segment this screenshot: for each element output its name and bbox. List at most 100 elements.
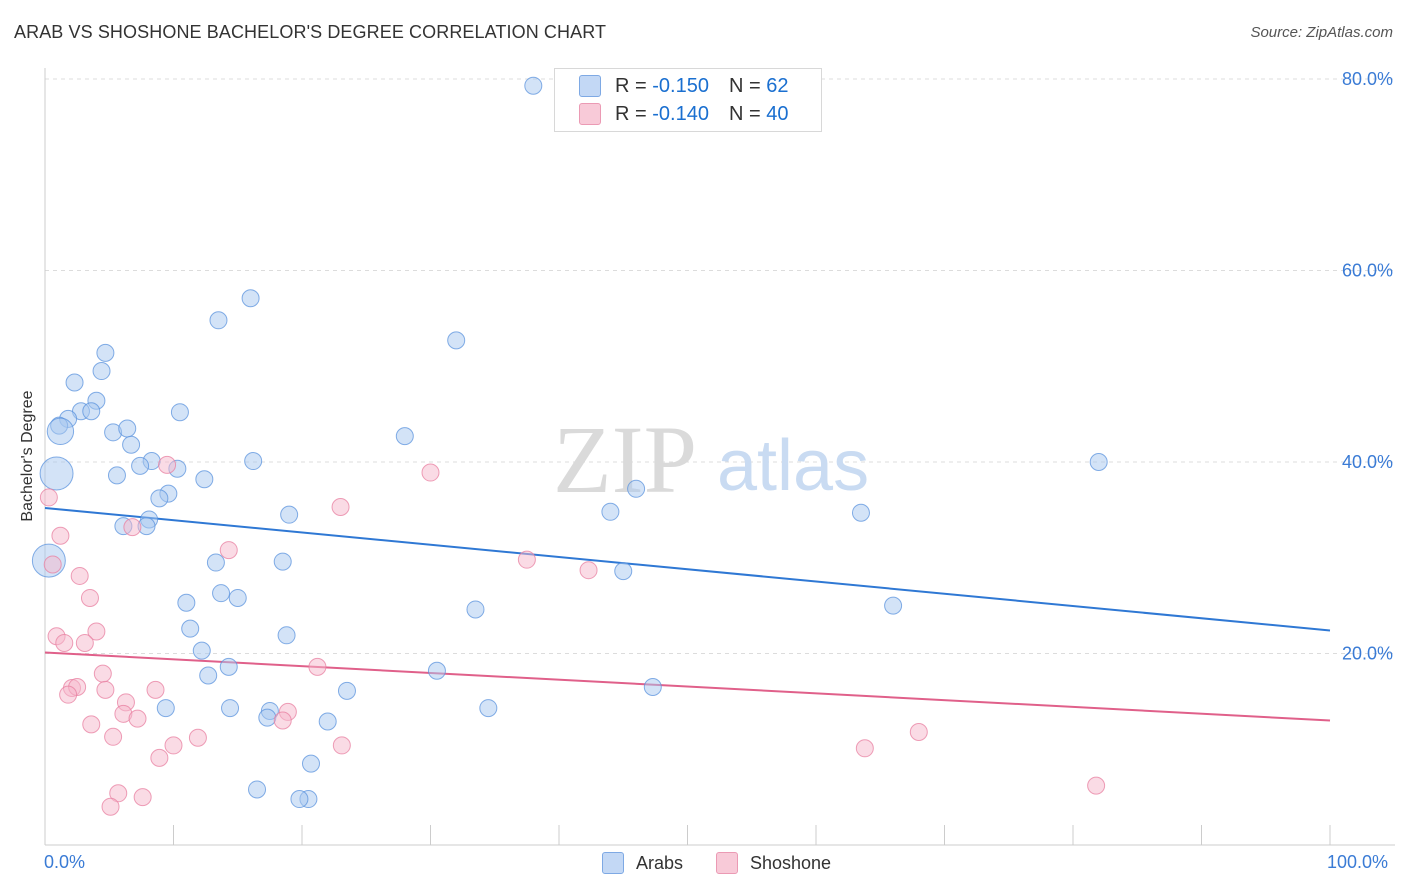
legend-row-shoshone: R = -0.140 N = 40 xyxy=(579,101,788,127)
stats-legend: R = -0.150 N = 62 R = -0.140 N = 40 xyxy=(554,68,822,132)
arabs-swatch xyxy=(579,75,601,97)
shoshone-point xyxy=(150,748,169,767)
arabs-point xyxy=(290,790,309,809)
watermark-zip: ZIP xyxy=(553,406,697,513)
y-tick-label: 40.0% xyxy=(1342,452,1393,472)
arabs-point xyxy=(447,331,466,350)
y-tick-label: 20.0% xyxy=(1342,644,1393,664)
shoshone-point xyxy=(146,680,165,699)
arabs-point xyxy=(195,470,214,489)
arabs-point xyxy=(170,403,189,422)
series-legend: Arabs Shoshone xyxy=(0,852,1406,876)
x-tick-max: 100.0% xyxy=(1327,852,1389,872)
chart-title: ARAB VS SHOSHONE BACHELOR'S DEGREE CORRE… xyxy=(14,22,607,42)
arabs-point xyxy=(273,552,292,571)
r-label: R = xyxy=(615,74,647,97)
n-label: N = xyxy=(728,102,761,125)
arabs-trend-line xyxy=(44,506,1331,632)
arabs-point xyxy=(221,699,240,718)
arabs-point xyxy=(212,584,231,603)
arabs-point xyxy=(209,311,228,330)
shoshone-point xyxy=(101,797,120,816)
zipatlas-watermark: ZIP atlas xyxy=(553,406,869,513)
arabs-point xyxy=(118,419,137,438)
arabs-point xyxy=(192,641,211,660)
n-label: N = xyxy=(728,74,761,97)
arabs-point xyxy=(395,427,414,446)
arabs-r-value: -0.150 xyxy=(652,74,709,97)
arabs-point xyxy=(46,417,75,446)
y-tick-label: 80.0% xyxy=(1342,69,1393,89)
arabs-point xyxy=(614,562,633,581)
arabs-point xyxy=(479,699,498,718)
arabs-point xyxy=(280,505,299,524)
arabs-point xyxy=(65,373,84,392)
shoshone-point xyxy=(104,727,123,746)
arabs-point xyxy=(318,712,337,731)
arabs-point xyxy=(248,780,267,799)
shoshone-point xyxy=(51,526,70,545)
shoshone-point xyxy=(109,784,128,803)
arabs-point xyxy=(244,452,263,471)
shoshone-point xyxy=(219,541,238,560)
watermark-atlas: atlas xyxy=(717,426,869,506)
shoshone-swatch xyxy=(579,103,601,125)
arabs-point xyxy=(131,456,150,475)
arabs-n-value: 62 xyxy=(766,74,789,97)
arabs-point xyxy=(199,666,218,685)
legend-item-arabs[interactable]: Arabs xyxy=(602,852,683,874)
arabs-point xyxy=(277,626,296,645)
shoshone-legend-label: Shoshone xyxy=(750,852,832,873)
r-label: R = xyxy=(615,102,647,125)
shoshone-point xyxy=(82,715,101,734)
arabs-legend-label: Arabs xyxy=(636,852,684,873)
shoshone-point xyxy=(421,463,440,482)
trend-lines xyxy=(44,506,1331,722)
shoshone-point xyxy=(43,555,62,574)
shoshone-point xyxy=(308,657,327,676)
arabs-point xyxy=(258,708,277,727)
arabs-point xyxy=(337,681,356,700)
legend-row-arabs: R = -0.150 N = 62 xyxy=(579,73,788,99)
y-tick-labels: 20.0% 40.0% 60.0% 80.0% xyxy=(1342,69,1393,664)
arabs-point xyxy=(524,76,543,95)
shoshone-point xyxy=(59,685,78,704)
arabs-point xyxy=(627,479,646,498)
shoshone-point xyxy=(133,788,152,807)
arabs-legend-swatch xyxy=(602,852,624,874)
shoshone-point xyxy=(1087,776,1106,795)
gridlines xyxy=(45,78,1395,654)
shoshone-point xyxy=(331,498,350,517)
arabs-point xyxy=(643,678,662,697)
arabs-point xyxy=(427,661,446,680)
shoshone-r-value: -0.140 xyxy=(652,102,709,125)
shoshone-point xyxy=(80,588,99,607)
shoshone-point xyxy=(96,680,115,699)
arabs-point xyxy=(122,435,141,454)
shoshone-point xyxy=(579,561,598,580)
arabs-point xyxy=(884,596,903,615)
arabs-point xyxy=(601,502,620,521)
shoshone-point xyxy=(909,723,928,742)
arabs-point xyxy=(39,456,74,491)
shoshone-point xyxy=(75,633,94,652)
shoshone-point xyxy=(517,550,536,569)
arabs-point xyxy=(301,754,320,773)
shoshone-point xyxy=(39,488,58,507)
shoshone-trend-line xyxy=(44,651,1331,722)
arabs-point xyxy=(241,289,260,308)
shoshone-legend-swatch xyxy=(716,852,738,874)
arabs-point xyxy=(466,600,485,619)
data-points xyxy=(31,76,1108,816)
shoshone-point xyxy=(70,566,89,585)
arabs-point xyxy=(156,699,175,718)
arabs-point xyxy=(177,593,196,612)
legend-item-shoshone[interactable]: Shoshone xyxy=(716,852,831,874)
arabs-point xyxy=(107,466,126,485)
y-tick-label: 60.0% xyxy=(1342,261,1393,281)
arabs-point xyxy=(92,362,111,381)
shoshone-point xyxy=(123,518,142,537)
x-tick-min: 0.0% xyxy=(44,852,86,872)
shoshone-point xyxy=(128,709,147,728)
